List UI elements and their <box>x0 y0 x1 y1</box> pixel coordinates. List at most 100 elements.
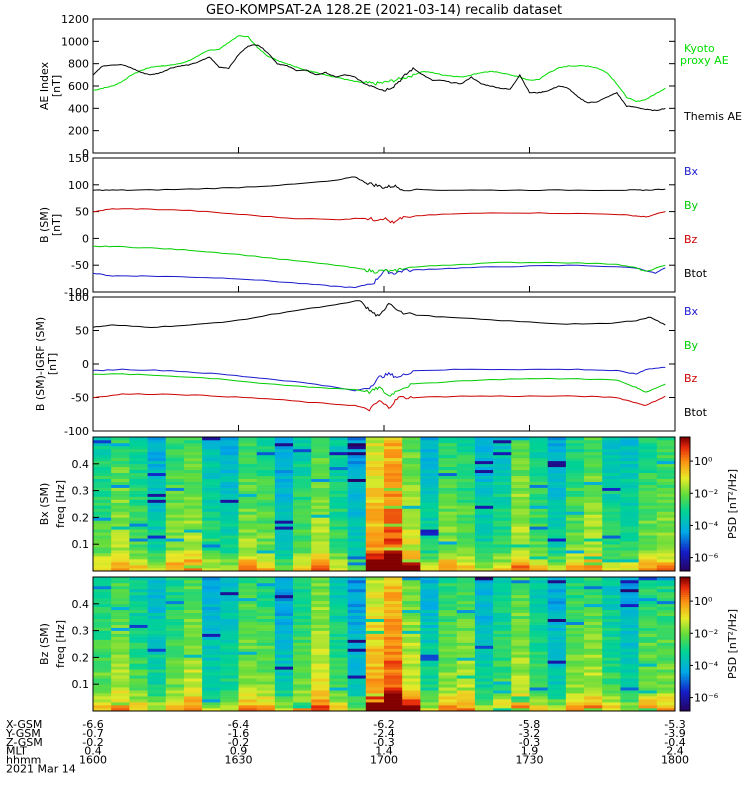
spectrogram-cell <box>638 529 658 533</box>
series-line-bx <box>92 264 666 289</box>
spectrogram-cell <box>111 651 130 655</box>
spectrogram-cell <box>565 481 585 485</box>
spectrogram-cell <box>311 693 330 697</box>
spectrogram-cell <box>420 547 439 551</box>
spectrogram-cell <box>620 684 639 688</box>
spectrogram-cell <box>420 505 439 509</box>
spectrogram-cell <box>311 624 330 628</box>
spectrogram-cell <box>274 487 294 491</box>
legend-kyoto-line1: Kyoto <box>684 42 715 55</box>
spectrogram-cell <box>584 642 603 646</box>
spectrogram-cell <box>656 505 676 509</box>
spectrogram-cell <box>111 568 130 572</box>
spectrogram-cell <box>93 666 112 670</box>
spectrogram-cell <box>347 600 367 605</box>
spectrogram-cell <box>493 556 512 560</box>
spectrogram-cell <box>511 439 530 444</box>
spectrogram-cell <box>165 591 185 596</box>
spectrogram-cell <box>511 499 530 503</box>
spectrogram-cell <box>620 639 639 643</box>
spectrogram-cell <box>420 600 439 605</box>
spectrogram-cell <box>293 597 312 602</box>
spectrogram-cell <box>238 705 257 709</box>
spectrogram-cell <box>183 630 203 634</box>
spectrogram-cell <box>238 502 257 506</box>
spectrogram-cell <box>183 454 203 459</box>
spectrogram-cell <box>147 657 167 661</box>
spectrogram-cell <box>220 693 239 697</box>
spectrogram-cell <box>329 475 348 479</box>
spectrogram-cell <box>293 696 312 700</box>
spectrogram-cell <box>547 612 567 617</box>
spectrogram-cell <box>547 511 567 515</box>
colorbar-swatch <box>680 628 690 632</box>
colorbar-swatch <box>680 445 690 449</box>
spectrogram-cell <box>420 594 439 599</box>
spectrogram-cell <box>147 523 167 527</box>
spectrogram-cell <box>329 493 348 497</box>
colorbar-swatch <box>680 524 690 527</box>
spectrogram-cell <box>602 627 621 631</box>
spectrogram-cell <box>365 508 385 512</box>
spectrogram-cell <box>220 508 239 512</box>
spectrogram-cell <box>511 663 530 667</box>
spectrogram-cell <box>420 475 439 479</box>
colorbar-tick-label: 10⁰ <box>694 455 713 468</box>
spectrogram-cell <box>547 568 567 572</box>
spectrogram-cell <box>165 550 185 554</box>
spectrogram-cell <box>602 466 621 471</box>
spectrogram-cell <box>420 484 439 488</box>
spectrogram-cell <box>384 529 403 533</box>
spectrogram-cell <box>620 487 639 491</box>
spectrogram-cell <box>202 618 221 622</box>
spectrogram-cell <box>329 681 348 685</box>
y-tick-label: -100 <box>64 425 89 438</box>
spectrogram-cell <box>656 618 676 622</box>
spectrogram-cell <box>656 484 676 488</box>
spectrogram-cell <box>638 502 658 506</box>
spectrogram-cell <box>202 675 221 679</box>
spectrogram-cell <box>438 439 458 444</box>
spectrogram-cell <box>511 490 530 494</box>
spectrogram-cell <box>93 529 112 533</box>
spectrogram-cell <box>183 699 203 703</box>
spectrogram-cell <box>620 454 639 459</box>
spectrogram-cell <box>183 445 203 450</box>
ephem-value: -6.4 <box>228 718 249 731</box>
spectrogram-cell <box>256 663 276 667</box>
spectrogram-cell <box>656 490 676 494</box>
spectrogram-cell <box>656 669 676 673</box>
spectrogram-cell <box>384 618 403 622</box>
spectrogram-cell <box>656 493 676 497</box>
spectrogram-cell <box>584 544 603 548</box>
spectrogram-cell <box>402 588 421 593</box>
spectrogram-cell <box>238 639 257 643</box>
spectrogram-cell <box>438 624 458 628</box>
spectrogram-cell <box>511 538 530 542</box>
spectrogram-cell <box>293 553 312 557</box>
spectrogram-cell <box>402 672 421 676</box>
spectrogram-cell <box>311 639 330 643</box>
spectrogram-cell <box>511 451 530 456</box>
spectrogram-cell <box>365 472 385 477</box>
spectrogram-cell <box>402 579 421 584</box>
spectrogram-cell <box>111 511 130 515</box>
spectrogram-cell <box>547 526 567 530</box>
spectrogram-cell <box>638 702 658 706</box>
spectrogram-cell <box>620 621 639 625</box>
spectrogram-cell <box>438 541 458 545</box>
spectrogram-cell <box>493 439 512 444</box>
spectrogram-cell <box>384 603 403 608</box>
spectrogram-cell <box>565 621 585 625</box>
spectrogram-cell <box>474 493 494 497</box>
spectrogram-cell <box>584 493 603 497</box>
spectrogram-cell <box>493 693 512 697</box>
spectrogram-cell <box>111 577 130 581</box>
spectrogram-cell <box>438 538 458 542</box>
spectrogram-cell <box>474 451 494 456</box>
spectrogram-cell <box>274 553 294 557</box>
spectrogram-cell <box>147 445 167 450</box>
colorbar-swatch <box>680 612 690 616</box>
spectrogram-cell <box>202 439 221 444</box>
spectrogram-cell <box>238 577 257 581</box>
